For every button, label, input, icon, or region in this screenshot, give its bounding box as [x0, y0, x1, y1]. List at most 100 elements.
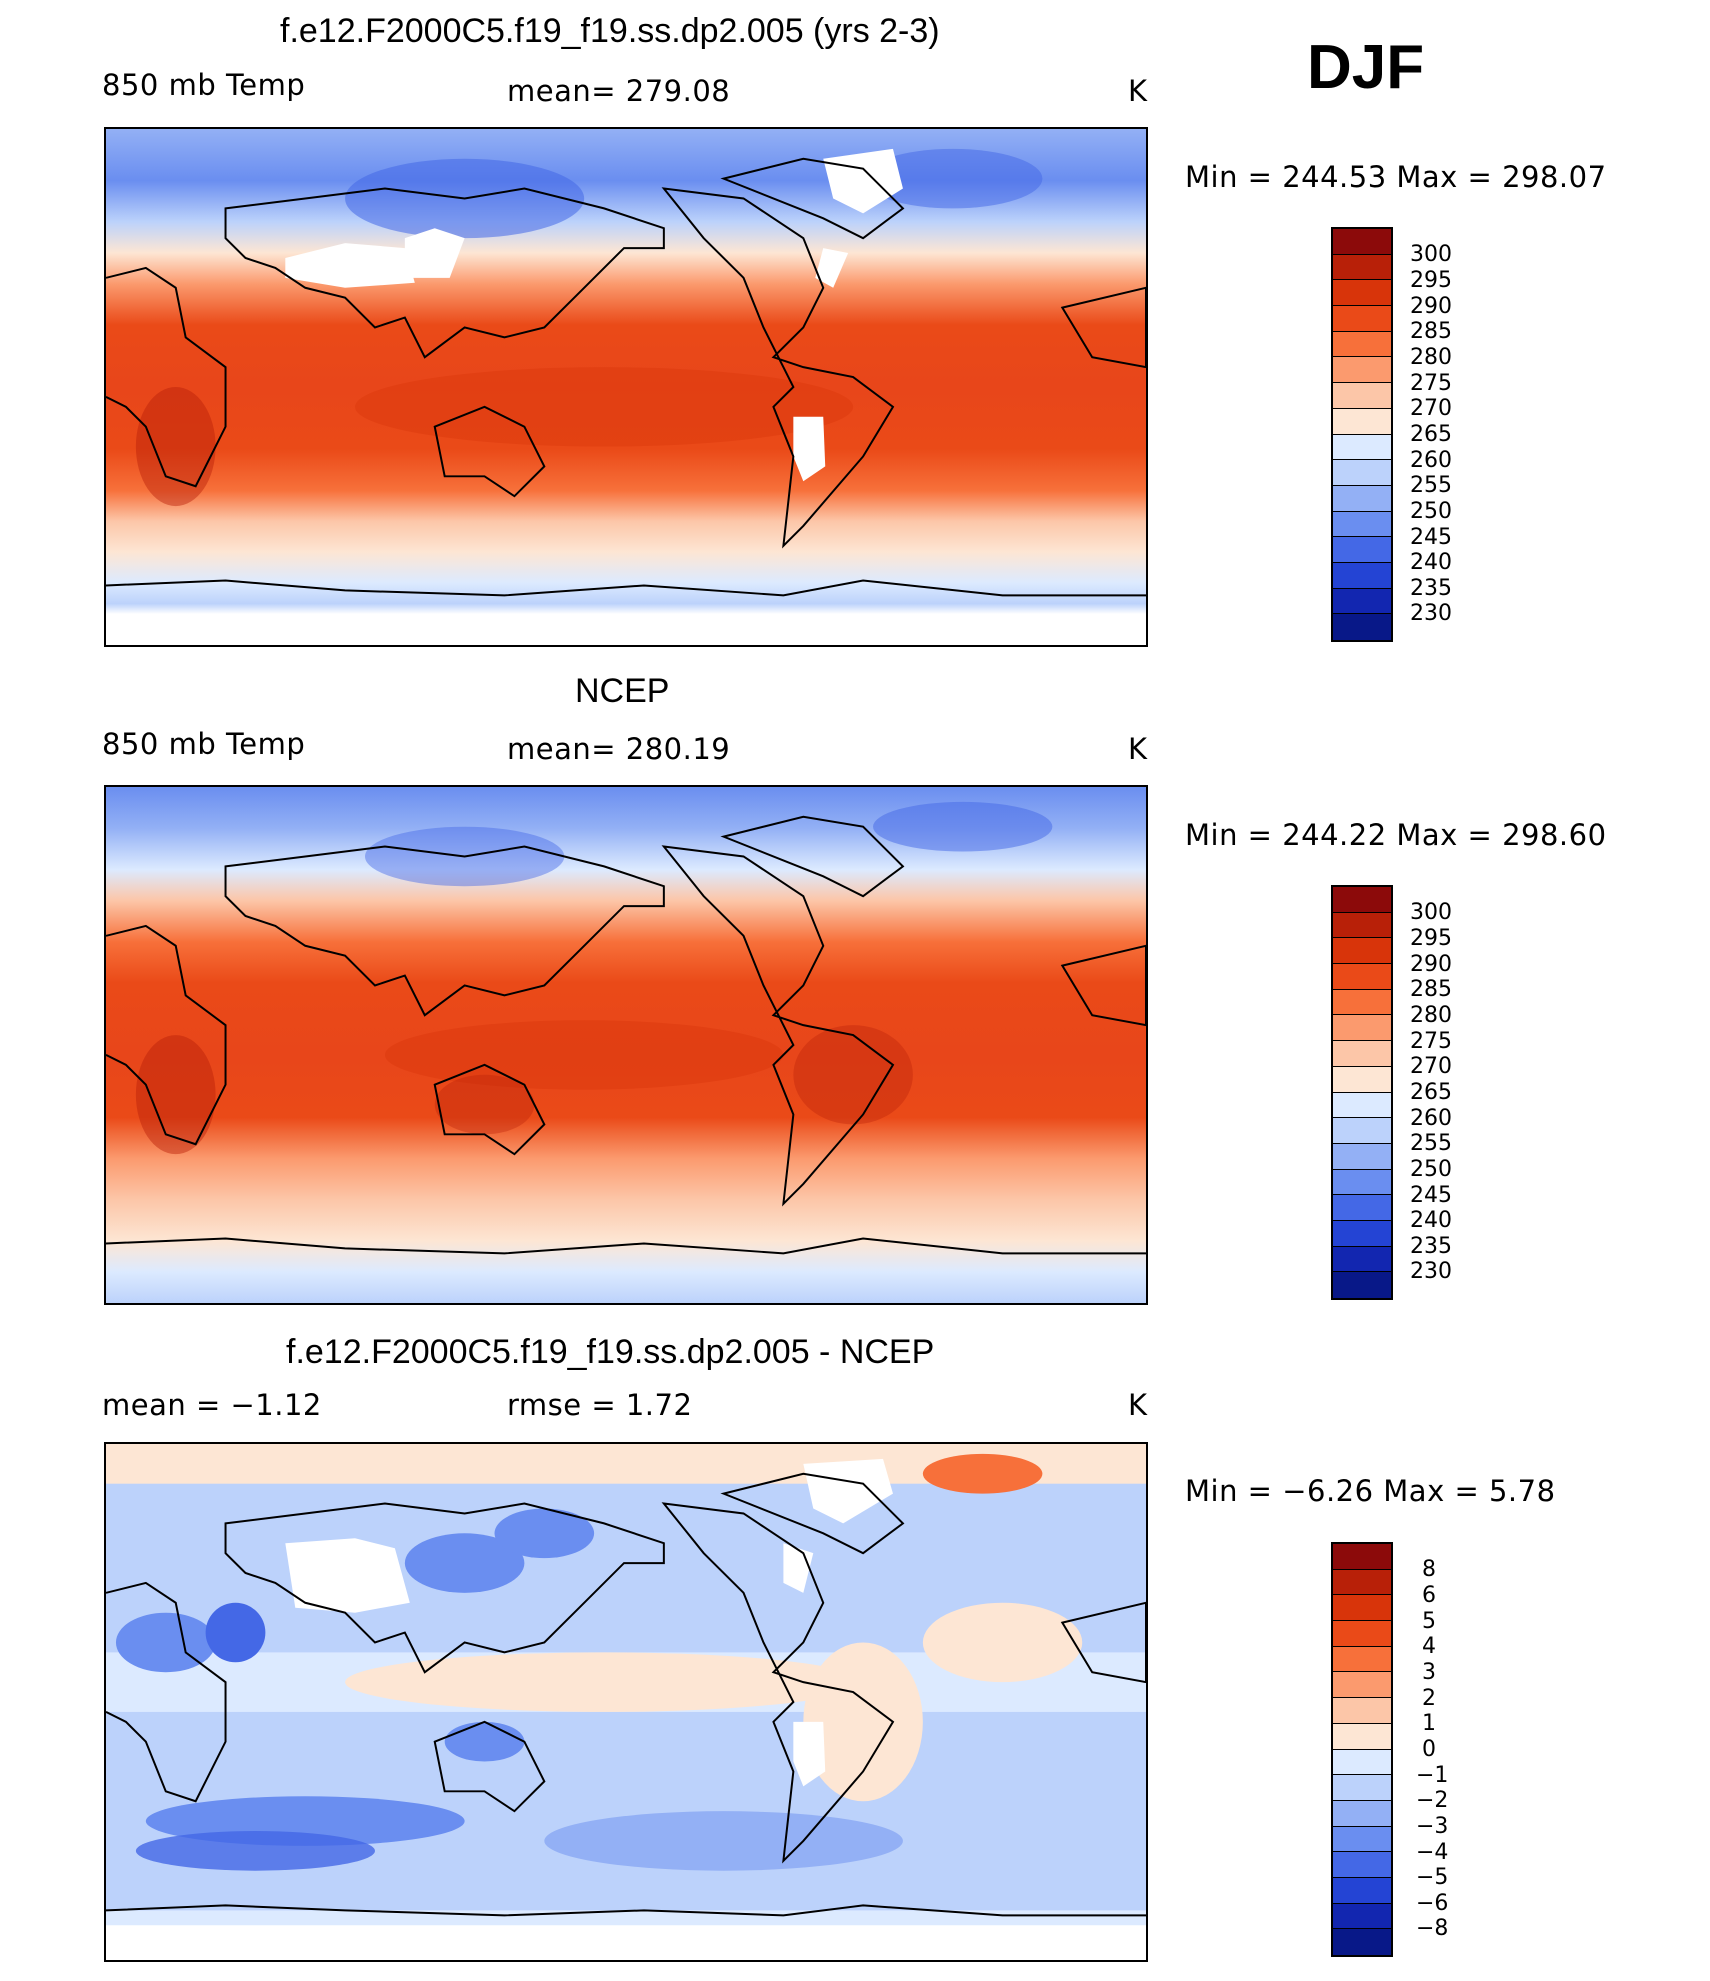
- colorbar-swatch: [1333, 1826, 1391, 1853]
- colorbar-swatch: [1333, 1877, 1391, 1904]
- panel-3-min-max: Min = −6.26 Max = 5.78: [1185, 1474, 1556, 1508]
- colorbar-tick: 4: [1422, 1634, 1436, 1659]
- colorbar-swatch: [1333, 912, 1391, 939]
- colorbar-tick: −4: [1416, 1840, 1449, 1865]
- colorbar-tick: 295: [1410, 268, 1452, 293]
- colorbar-tick: 2: [1422, 1686, 1436, 1711]
- panel-2-title: NCEP: [575, 672, 670, 710]
- colorbar-swatch: [1333, 383, 1391, 409]
- colorbar-swatch: [1333, 1272, 1391, 1298]
- colorbar-tick: 265: [1410, 1080, 1452, 1105]
- colorbar-tick: 260: [1410, 1106, 1452, 1131]
- colorbar-tick: 290: [1410, 952, 1452, 977]
- colorbar-tick: 235: [1410, 576, 1452, 601]
- panel-1-title: f.e12.F2000C5.f19_f19.ss.dp2.005 (yrs 2-…: [280, 12, 940, 50]
- panel-1-min-max: Min = 244.53 Max = 298.07: [1185, 160, 1607, 194]
- colorbar-tick: 260: [1410, 448, 1452, 473]
- colorbar-swatch: [1333, 1220, 1391, 1247]
- colorbar-swatch: [1333, 1195, 1391, 1221]
- colorbar-swatch: [1333, 331, 1391, 358]
- panel-3-colorbar: [1331, 1542, 1393, 1957]
- colorbar-swatch: [1333, 1698, 1391, 1724]
- colorbar-tick: −2: [1416, 1788, 1449, 1813]
- colorbar-tick: 285: [1410, 319, 1452, 344]
- colorbar-swatch: [1333, 229, 1391, 255]
- colorbar-swatch: [1333, 1929, 1391, 1955]
- panel-3-rmse-label: rmse = 1.72: [507, 1388, 693, 1422]
- colorbar-swatch: [1333, 1118, 1391, 1144]
- colorbar-swatch: [1333, 434, 1391, 461]
- colorbar-tick: 295: [1410, 926, 1452, 951]
- colorbar-tick: 5: [1422, 1609, 1436, 1634]
- colorbar-swatch: [1333, 1595, 1391, 1622]
- colorbar-swatch: [1333, 938, 1391, 965]
- colorbar-tick: −8: [1416, 1916, 1449, 1941]
- colorbar-swatch: [1333, 1723, 1391, 1750]
- colorbar-swatch: [1333, 1041, 1391, 1067]
- colorbar-tick: −6: [1416, 1891, 1449, 1916]
- colorbar-swatch: [1333, 1800, 1391, 1827]
- panel-1-map-svg: [106, 129, 1146, 645]
- colorbar-swatch: [1333, 1749, 1391, 1776]
- panel-3-map-svg: [106, 1444, 1146, 1960]
- panel-3-title: f.e12.F2000C5.f19_f19.ss.dp2.005 - NCEP: [286, 1333, 935, 1371]
- panel-2-min-max: Min = 244.22 Max = 298.60: [1185, 818, 1607, 852]
- colorbar-swatch: [1333, 614, 1391, 640]
- colorbar-tick: 300: [1410, 900, 1452, 925]
- colorbar-tick: −1: [1416, 1763, 1449, 1788]
- colorbar-tick: 270: [1410, 1054, 1452, 1079]
- panel-3-map: [104, 1442, 1148, 1962]
- colorbar-tick: 270: [1410, 396, 1452, 421]
- panel-1-map: [104, 127, 1148, 647]
- colorbar-swatch: [1333, 588, 1391, 615]
- panel-3-mean-label: mean = −1.12: [102, 1388, 322, 1422]
- colorbar-swatch: [1333, 1092, 1391, 1119]
- colorbar-tick: 0: [1422, 1737, 1436, 1762]
- colorbar-tick: −5: [1416, 1865, 1449, 1890]
- panel-1-colorbar: [1331, 227, 1393, 642]
- colorbar-swatch: [1333, 460, 1391, 486]
- colorbar-tick: 290: [1410, 294, 1452, 319]
- colorbar-tick: 245: [1410, 1183, 1452, 1208]
- colorbar-swatch: [1333, 1621, 1391, 1647]
- colorbar-swatch: [1333, 306, 1391, 332]
- panel-1-units-label: K: [1128, 74, 1148, 108]
- colorbar-swatch: [1333, 1903, 1391, 1930]
- colorbar-swatch: [1333, 537, 1391, 563]
- panel-3-units-label: K: [1128, 1388, 1148, 1422]
- colorbar-tick: 235: [1410, 1234, 1452, 1259]
- colorbar-tick: 230: [1410, 601, 1452, 626]
- colorbar-tick: 265: [1410, 422, 1452, 447]
- colorbar-tick: 245: [1410, 525, 1452, 550]
- colorbar-tick: 285: [1410, 977, 1452, 1002]
- colorbar-swatch: [1333, 989, 1391, 1016]
- colorbar-tick: 1: [1422, 1711, 1436, 1736]
- colorbar-swatch: [1333, 1066, 1391, 1093]
- panel-2-map: [104, 785, 1148, 1305]
- colorbar-swatch: [1333, 1143, 1391, 1170]
- colorbar-tick: 3: [1422, 1660, 1436, 1685]
- colorbar-swatch: [1333, 1852, 1391, 1878]
- colorbar-swatch: [1333, 1672, 1391, 1699]
- colorbar-tick: 280: [1410, 345, 1452, 370]
- panel-2-colorbar: [1331, 885, 1393, 1300]
- colorbar-tick: 300: [1410, 242, 1452, 267]
- colorbar-tick: 250: [1410, 499, 1452, 524]
- colorbar-swatch: [1333, 254, 1391, 281]
- colorbar-swatch: [1333, 887, 1391, 913]
- colorbar-swatch: [1333, 1169, 1391, 1196]
- panel-2-map-svg: [106, 787, 1146, 1303]
- colorbar-swatch: [1333, 1544, 1391, 1570]
- colorbar-swatch: [1333, 964, 1391, 990]
- colorbar-tick: 240: [1410, 1208, 1452, 1233]
- panel-2-units-label: K: [1128, 732, 1148, 766]
- colorbar-tick: 250: [1410, 1157, 1452, 1182]
- colorbar-swatch: [1333, 562, 1391, 589]
- panel-1-field-label: 850 mb Temp: [102, 68, 306, 102]
- colorbar-tick: −3: [1416, 1814, 1449, 1839]
- colorbar-tick: 280: [1410, 1003, 1452, 1028]
- colorbar-swatch: [1333, 280, 1391, 307]
- colorbar-tick: 8: [1422, 1557, 1436, 1582]
- colorbar-swatch: [1333, 1246, 1391, 1273]
- colorbar-tick: 275: [1410, 371, 1452, 396]
